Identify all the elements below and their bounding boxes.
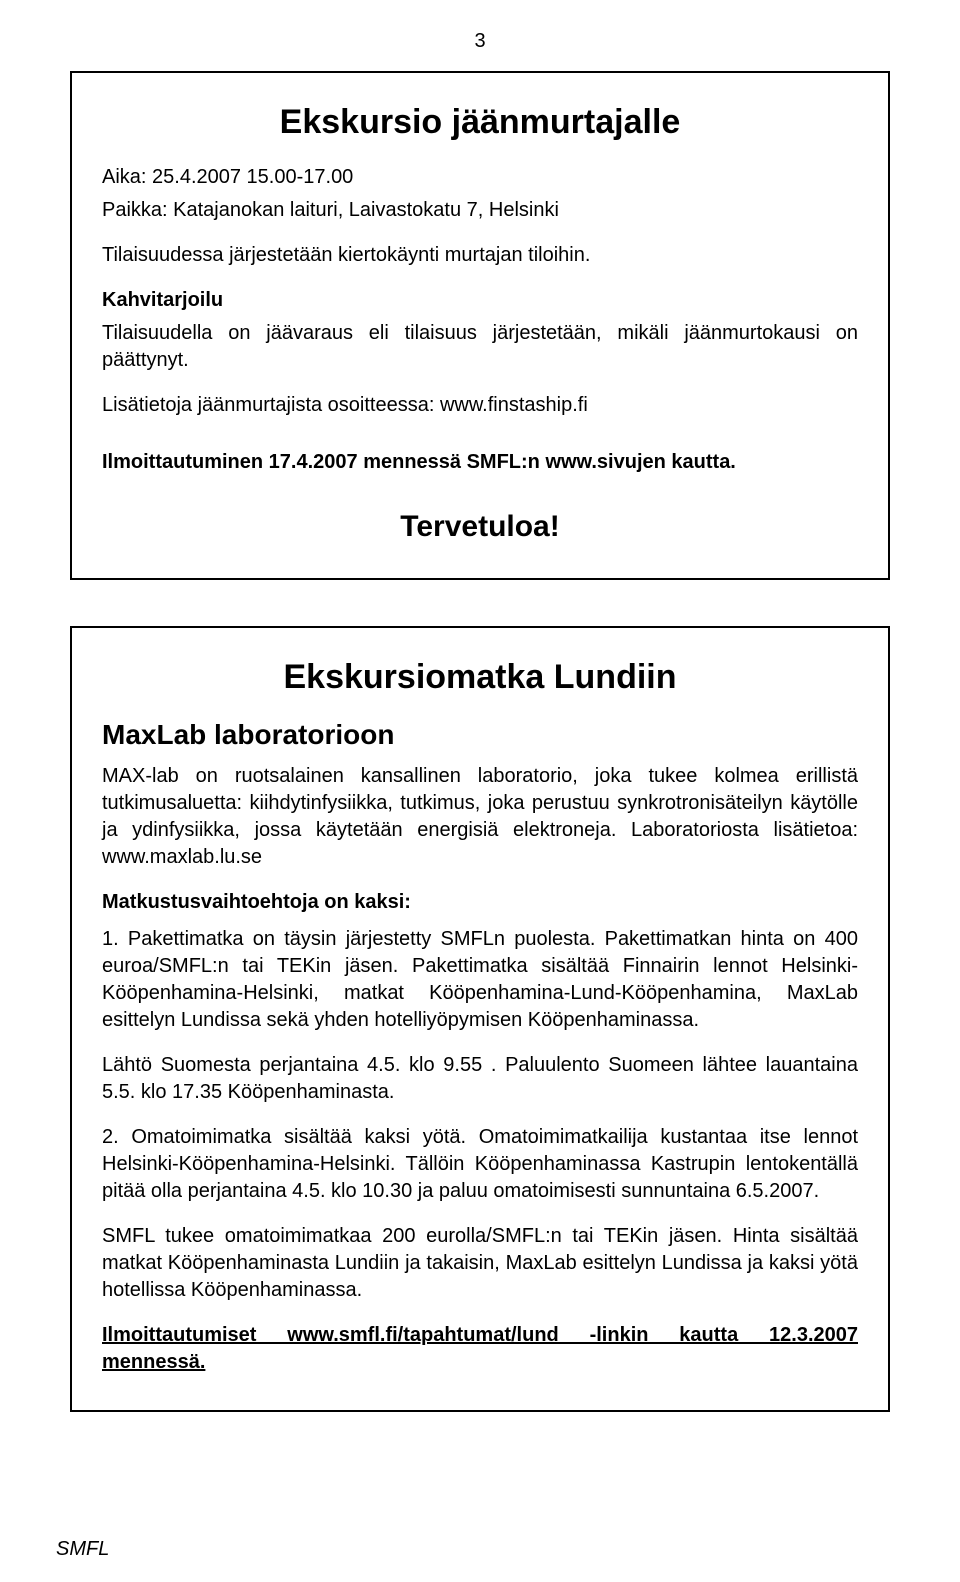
box2-signup: Ilmoittautumiset www.smfl.fi/tapahtumat/… <box>102 1322 858 1376</box>
box2-options-heading: Matkustusvaihtoehtoja on kaksi: <box>102 889 858 916</box>
footer-org: SMFL <box>56 1538 109 1561</box>
box2-option1: 1. Pakettimatka on täysin järjestetty SM… <box>102 926 858 1034</box>
box1-event-desc: Tilaisuudessa järjestetään kiertokäynti … <box>102 242 858 269</box>
box1-coffee-body: Tilaisuudella on jäävaraus eli tilaisuus… <box>102 320 858 374</box>
page: 3 Ekskursio jäänmurtajalle Aika: 25.4.20… <box>0 0 960 1498</box>
box1-title: Ekskursio jäänmurtajalle <box>102 103 858 142</box>
box2-title: Ekskursiomatka Lundiin <box>102 658 858 697</box>
box2-option2: 2. Omatoimimatka sisältää kaksi yötä. Om… <box>102 1124 858 1205</box>
box1-coffee-heading: Kahvitarjoilu <box>102 287 858 314</box>
box2-support: SMFL tukee omatoimimatkaa 200 eurolla/SM… <box>102 1223 858 1304</box>
page-number: 3 <box>70 30 890 53</box>
box1-time: Aika: 25.4.2007 15.00-17.00 <box>102 164 858 191</box>
box1-signup: Ilmoittautuminen 17.4.2007 mennessä SMFL… <box>102 449 858 476</box>
event-box-lund: Ekskursiomatka Lundiin MaxLab laboratori… <box>70 626 890 1412</box>
box2-intro: MAX-lab on ruotsalainen kansallinen labo… <box>102 763 858 871</box>
box1-moreinfo: Lisätietoja jäänmurtajista osoitteessa: … <box>102 392 858 419</box>
box1-welcome: Tervetuloa! <box>102 510 858 544</box>
box1-place: Paikka: Katajanokan laituri, Laivastokat… <box>102 197 858 224</box>
event-box-icebreaker: Ekskursio jäänmurtajalle Aika: 25.4.2007… <box>70 71 890 580</box>
box2-subheading: MaxLab laboratorioon <box>102 719 858 751</box>
box2-departure: Lähtö Suomesta perjantaina 4.5. klo 9.55… <box>102 1052 858 1106</box>
